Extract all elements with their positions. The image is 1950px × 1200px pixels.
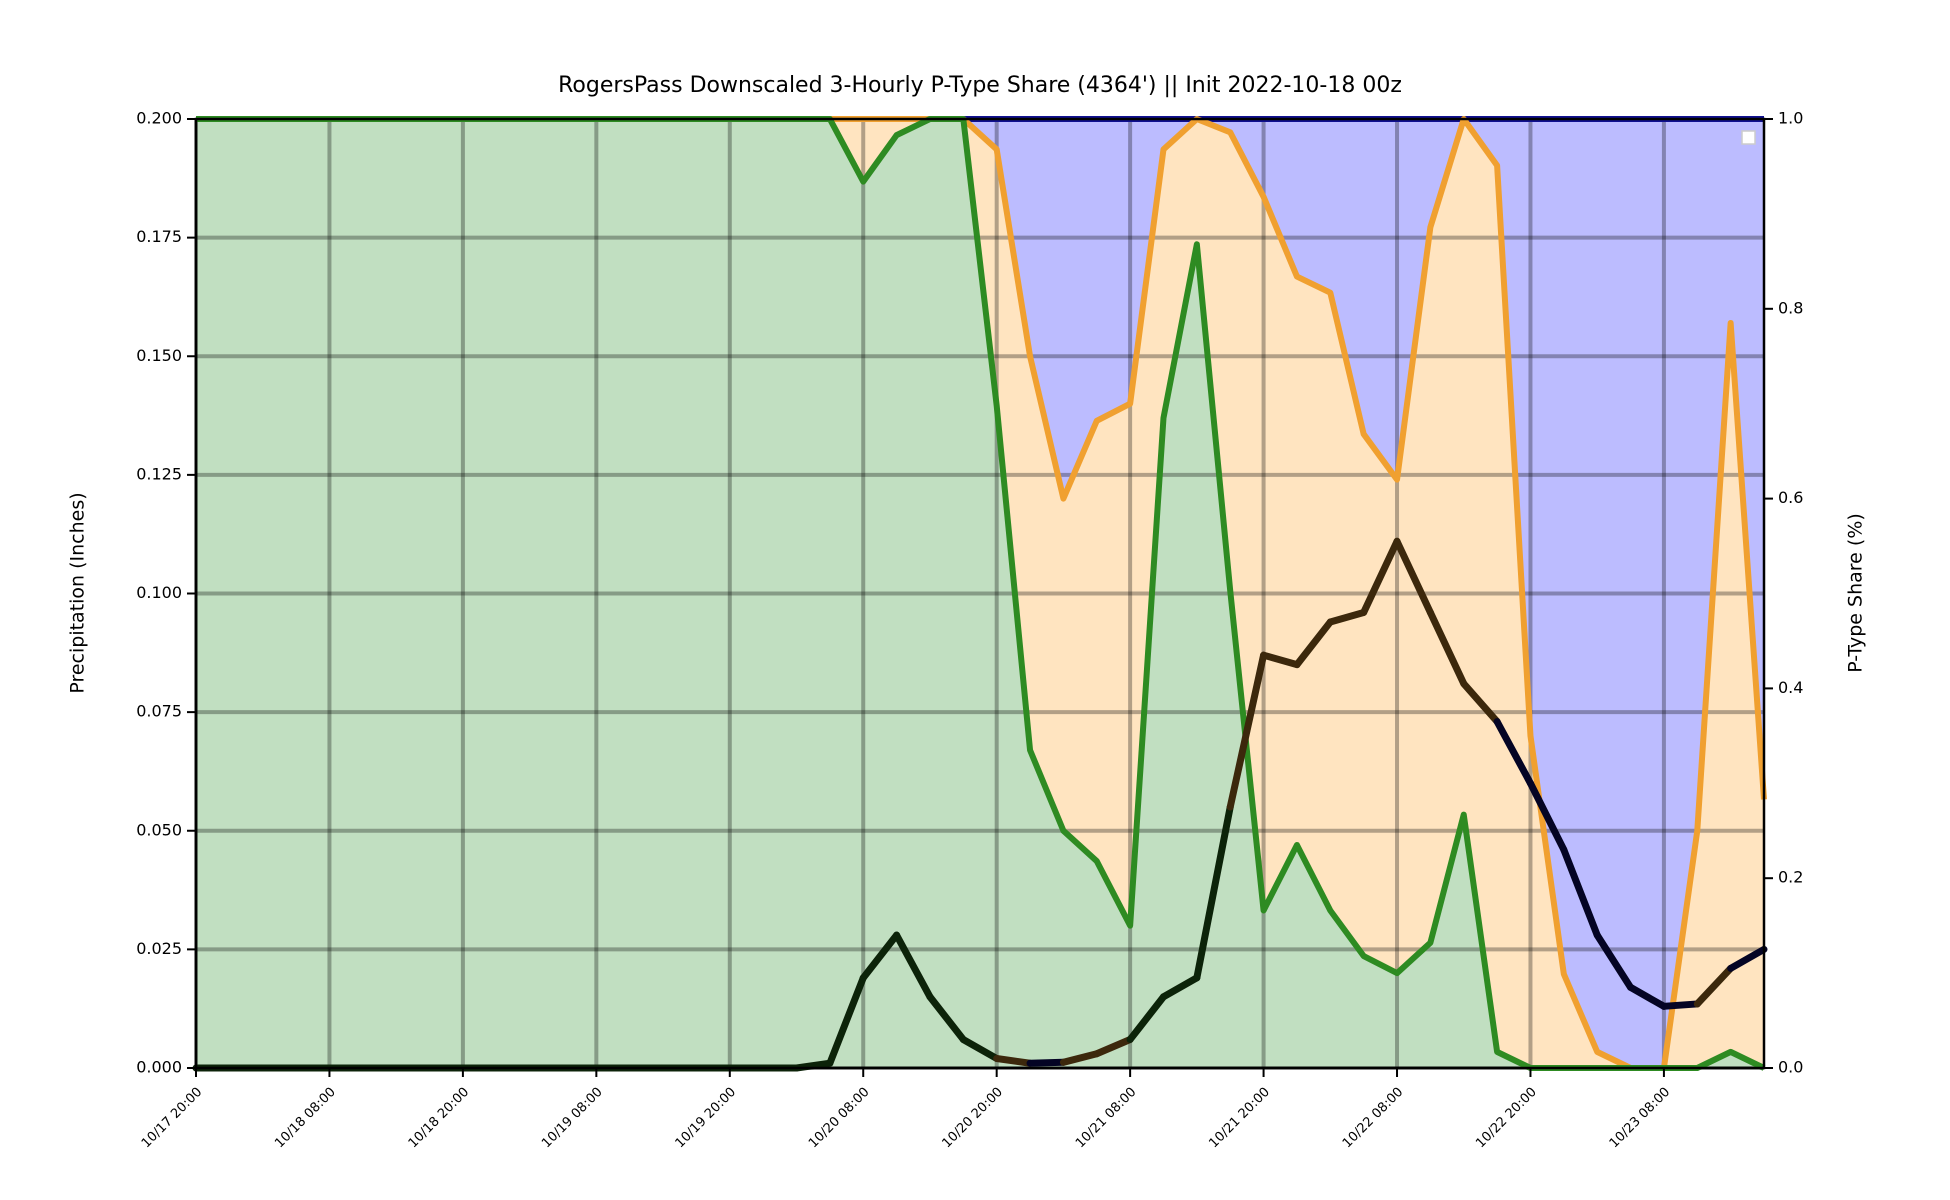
x-tick-label: 10/23 08:00: [1607, 1085, 1674, 1152]
y2-axis-label: P-Type Share (%): [1845, 513, 1867, 673]
precip-line: [1093, 1036, 1134, 1058]
precip-line: [959, 1036, 1001, 1063]
x-tick-label: 10/22 08:00: [1340, 1085, 1407, 1152]
precip-line: [1493, 718, 1534, 787]
share-area: [196, 119, 1764, 1068]
precip-line: [1393, 537, 1434, 616]
precip-line: [826, 974, 867, 1067]
precip-line: [1326, 608, 1368, 626]
precip-line: [1593, 931, 1635, 991]
y-tick-label: 0.025: [136, 939, 182, 958]
x-tick-label: 10/20 20:00: [939, 1085, 1006, 1152]
y2-tick-label: 0.6: [1778, 488, 1803, 507]
precip-line: [1293, 618, 1334, 669]
chart-title: RogersPass Downscaled 3-Hourly P-Type Sh…: [558, 73, 1402, 98]
precip-line: [1426, 608, 1468, 688]
precip-line: [1026, 1058, 1067, 1067]
precip-line: [1193, 803, 1234, 982]
precip-line: [993, 1055, 1034, 1067]
precip-line: [1627, 983, 1668, 1010]
precip-line: [926, 993, 967, 1044]
y2-tick-label: 0.2: [1778, 868, 1803, 887]
y-axis-label: Precipitation (Inches): [67, 492, 89, 693]
precip-line: [859, 931, 901, 982]
x-tick-label: 10/18 20:00: [406, 1085, 473, 1152]
y-tick-label: 0.075: [136, 702, 182, 721]
y2-tick-label: 1.0: [1778, 109, 1803, 128]
precip-line: [1693, 964, 1735, 1008]
share-area: [196, 119, 1764, 1068]
x-tick-label: 10/19 08:00: [539, 1085, 606, 1152]
share-area: [196, 119, 1764, 1068]
plot-area: [192, 116, 1768, 1072]
x-tick-label: 10/17 20:00: [139, 1085, 206, 1152]
x-tick-label: 10/22 20:00: [1473, 1085, 1540, 1152]
x-tick-label: 10/18 08:00: [272, 1085, 339, 1152]
precip-line: [1526, 779, 1568, 854]
x-tick-label: 10/20 08:00: [806, 1085, 873, 1152]
legend: [1741, 130, 1756, 145]
y2-tick-label: 0.8: [1778, 298, 1803, 317]
precip-line: [893, 931, 934, 1001]
y-tick-label: 0.050: [136, 820, 182, 839]
y-tick-label: 0.000: [136, 1058, 182, 1077]
y2-tick-label: 0.0: [1778, 1058, 1803, 1077]
precip-line: [1660, 1000, 1701, 1010]
x-tick-label: 10/21 08:00: [1073, 1085, 1140, 1152]
y-tick-label: 0.100: [136, 583, 182, 602]
y-tick-label: 0.150: [136, 346, 182, 365]
x-tick-label: 10/21 20:00: [1206, 1085, 1273, 1152]
precip-line: [1159, 974, 1201, 1001]
precip-line: [1727, 945, 1768, 972]
y-tick-label: 0.125: [136, 464, 182, 483]
precip-line: [1460, 680, 1501, 726]
precip-line: [1260, 651, 1301, 669]
y-tick-label: 0.200: [136, 109, 182, 128]
precip-line: [1560, 846, 1601, 939]
precip-line: [1126, 993, 1167, 1044]
precip-line: [1059, 1050, 1101, 1066]
y2-tick-label: 0.4: [1778, 678, 1803, 697]
precip-line: [1360, 537, 1401, 616]
y-tick-label: 0.175: [136, 227, 182, 246]
precip-line: [1226, 651, 1268, 811]
x-tick-label: 10/19 20:00: [673, 1085, 740, 1152]
